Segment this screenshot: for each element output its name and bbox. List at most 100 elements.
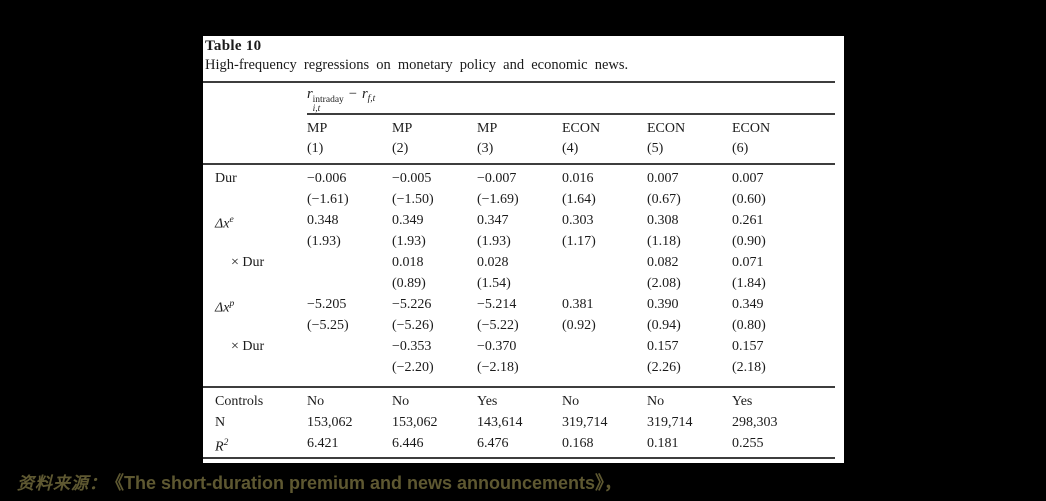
row-label-text: Δx (215, 300, 230, 316)
value-cell: 319,714 (647, 415, 693, 430)
rule-under-headers (203, 163, 835, 165)
table-row: (1.93) (1.93) (1.93) (1.17) (1.18) (0.90) (203, 231, 844, 252)
rule-bottom (203, 457, 835, 459)
value-cell: (1.93) (477, 234, 511, 249)
value-cell: −0.353 (392, 339, 432, 354)
formula-operator: − (348, 86, 357, 102)
formula-superscript: intraday (312, 95, 344, 105)
column-label: MP (477, 121, 498, 136)
value-cell: 0.168 (562, 436, 594, 451)
value-cell: 6.476 (477, 436, 509, 451)
value-cell: (1.84) (732, 276, 766, 291)
column-headers: MP (1) MP (2) MP (3) ECON (4) ECON (5) ECON (6) (203, 119, 844, 159)
rule-mid (203, 386, 835, 388)
value-cell: −5.226 (392, 297, 432, 312)
value-cell: (2.26) (647, 360, 681, 375)
value-cell: 0.181 (647, 436, 679, 451)
table-row: × Dur −0.353 −0.370 0.157 0.157 (203, 336, 844, 357)
value-cell: 0.157 (647, 339, 679, 354)
value-cell: No (392, 394, 410, 409)
value-cell: 0.348 (307, 213, 339, 228)
value-cell: 0.303 (562, 213, 594, 228)
column-number: (6) (732, 141, 749, 156)
value-cell: 143,614 (477, 415, 523, 430)
value-cell: 6.446 (392, 436, 424, 451)
table-row: (0.89) (1.54) (2.08) (1.84) (203, 273, 844, 294)
value-cell: (0.94) (647, 318, 681, 333)
value-cell: (0.67) (647, 192, 681, 207)
value-cell: (0.80) (732, 318, 766, 333)
column-header: MP (2) (392, 119, 477, 159)
value-cell: (1.64) (562, 192, 596, 207)
value-cell: 0.016 (562, 171, 594, 186)
value-cell (562, 273, 647, 294)
value-cell: (2.18) (732, 360, 766, 375)
row-label (203, 357, 307, 378)
table-row: R2 6.421 6.446 6.476 0.168 0.181 0.255 (203, 433, 844, 455)
column-number: (3) (477, 141, 494, 156)
column-label: ECON (562, 121, 601, 136)
table-title: Table 10 (205, 38, 262, 54)
row-label-text: Controls (215, 394, 264, 409)
value-cell: (1.17) (562, 234, 596, 249)
column-number: (2) (392, 141, 409, 156)
row-label: Dur (203, 168, 307, 189)
source-title: 《The short-duration premium and news ann… (115, 473, 623, 493)
formula-subscript2: f,t (367, 94, 376, 104)
value-cell (307, 252, 392, 273)
column-header: ECON (6) (732, 119, 817, 159)
value-cell: (−5.26) (392, 318, 434, 333)
value-cell: (0.60) (732, 192, 766, 207)
table-row: (−1.61) (−1.50) (−1.69) (1.64) (0.67) (0.60) (203, 189, 844, 210)
row-label: Δxe (203, 210, 307, 235)
value-cell: (1.93) (392, 234, 426, 249)
column-header: ECON (5) (647, 119, 732, 159)
value-cell: 0.349 (732, 297, 764, 312)
value-cell: (0.89) (392, 276, 426, 291)
row-label (203, 315, 307, 336)
column-number: (5) (647, 141, 664, 156)
value-cell (307, 336, 392, 357)
row-label-text: Dur (215, 171, 237, 186)
row-label (203, 231, 307, 252)
value-cell: 0.349 (392, 213, 424, 228)
row-label (203, 189, 307, 210)
table-body: Dur −0.006 −0.005 −0.007 0.016 0.007 0.007 (−1.… (203, 168, 844, 378)
value-cell: −0.007 (477, 171, 517, 186)
value-cell: 0.082 (647, 255, 679, 270)
row-label: × Dur (203, 336, 307, 357)
column-label: ECON (732, 121, 771, 136)
value-cell: 153,062 (307, 415, 353, 430)
table-row: Dur −0.006 −0.005 −0.007 0.016 0.007 0.007 (203, 168, 844, 189)
value-cell: 0.347 (477, 213, 509, 228)
value-cell: Yes (732, 394, 753, 409)
table-panel: Table 10 High-frequency regressions on m… (203, 36, 844, 463)
regression-formula: r intraday i,t − rf,t (307, 86, 376, 114)
value-cell (562, 336, 647, 357)
row-label-text: R (215, 439, 224, 455)
rule-under-formula (307, 113, 835, 115)
column-number: (1) (307, 141, 324, 156)
value-cell: (2.08) (647, 276, 681, 291)
value-cell: 319,714 (562, 415, 608, 430)
value-cell: 298,303 (732, 415, 778, 430)
value-cell: 0.007 (647, 171, 679, 186)
row-label-superscript: p (229, 299, 235, 309)
value-cell: Yes (477, 394, 498, 409)
row-label: R2 (203, 433, 307, 458)
value-cell: 0.390 (647, 297, 679, 312)
row-label (203, 273, 307, 294)
value-cell: 0.157 (732, 339, 764, 354)
value-cell: 0.071 (732, 255, 764, 270)
table-row: Δxe 0.348 0.349 0.347 0.303 0.308 0.261 (203, 210, 844, 232)
value-cell (307, 357, 392, 378)
row-label-header (203, 119, 307, 159)
value-cell: (−2.20) (392, 360, 434, 375)
row-label-text: Δx (215, 216, 230, 232)
value-cell: 0.308 (647, 213, 679, 228)
value-cell: (−5.25) (307, 318, 349, 333)
value-cell (562, 357, 647, 378)
value-cell: (−1.69) (477, 192, 519, 207)
column-number: (4) (562, 141, 579, 156)
